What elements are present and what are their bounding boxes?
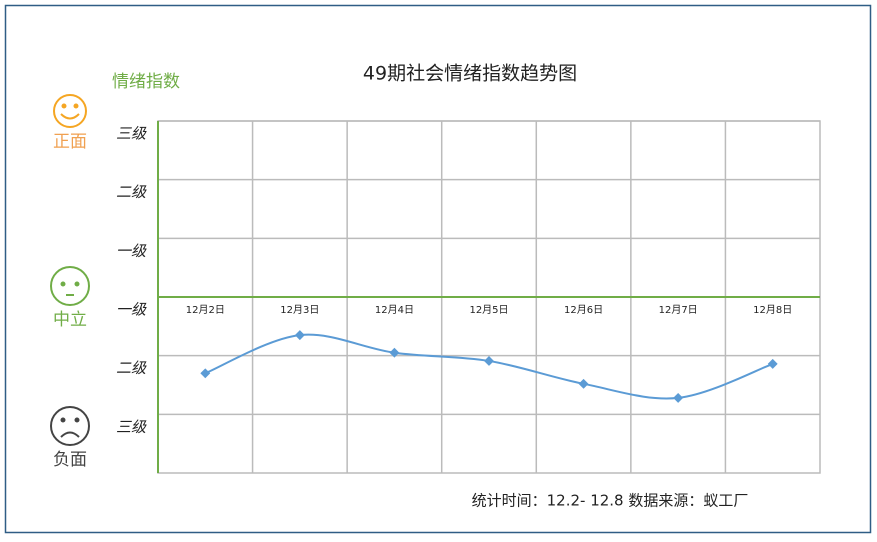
chart-title: 49期社会情绪指数趋势图 [363, 63, 577, 85]
y-tick-label: 一级 [116, 242, 147, 260]
y-axis-label: 情绪指数 [112, 72, 180, 92]
x-tick-label: 12月6日 [564, 304, 603, 316]
sad-face [50, 406, 90, 446]
mood-label: 中立 [53, 310, 87, 330]
mood-label: 正面 [53, 132, 87, 152]
data-point [389, 347, 400, 358]
y-tick-label: 三级 [116, 125, 147, 143]
footer: 统计时间：12.2- 12.8 数据来源：蚁工厂 [472, 492, 749, 510]
happy-face [53, 94, 87, 128]
x-tick-label: 12月3日 [280, 304, 319, 316]
data-point [294, 330, 305, 341]
data-point [673, 392, 684, 403]
y-tick-label: 二级 [116, 359, 147, 377]
x-tick-label: 12月8日 [753, 304, 792, 316]
mood-label: 负面 [53, 450, 87, 470]
x-tick-label: 12月5日 [469, 304, 508, 316]
x-tick-label: 12月7日 [659, 304, 698, 316]
y-tick-label: 一级 [116, 301, 147, 319]
x-tick-label: 12月2日 [186, 304, 225, 316]
data-point [200, 368, 211, 379]
y-tick-label: 三级 [116, 418, 147, 436]
data-point [767, 358, 778, 369]
x-tick-label: 12月4日 [375, 304, 414, 316]
neutral-face [50, 266, 90, 306]
y-tick-label: 二级 [116, 183, 147, 201]
data-point [578, 378, 589, 389]
frame [4, 4, 872, 534]
data-point [484, 355, 494, 366]
